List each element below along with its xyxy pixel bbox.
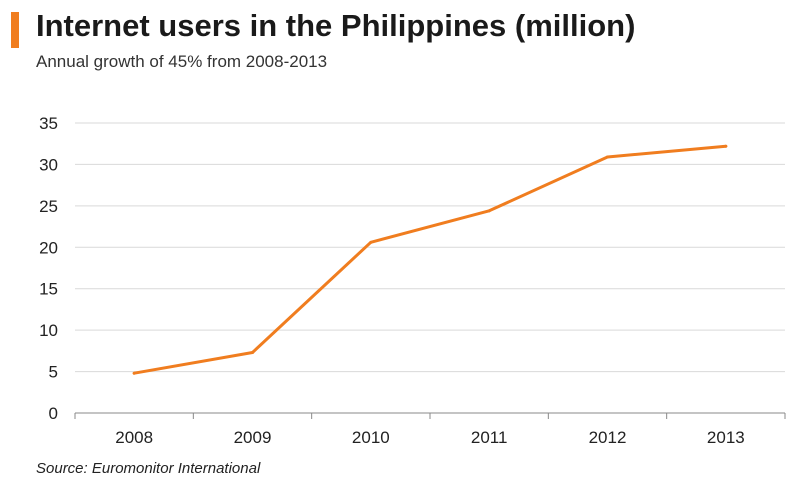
y-axis-ticks: 0 5 10 15 20 25 30 35 <box>39 114 58 423</box>
x-tick-label: 2009 <box>234 428 272 447</box>
chart-title: Internet users in the Philippines (milli… <box>36 8 636 43</box>
data-point-2012 <box>606 155 609 159</box>
data-point-2013 <box>724 144 728 148</box>
x-axis <box>74 412 786 419</box>
y-tick-label: 25 <box>39 197 58 216</box>
data-points <box>132 144 728 375</box>
x-tick-label: 2011 <box>471 428 508 447</box>
y-tick-label: 10 <box>39 321 58 340</box>
x-axis-ticks: 2008 2009 2010 2011 2012 2013 <box>115 428 744 447</box>
series-line <box>132 144 728 375</box>
source-note: Source: Euromonitor International <box>36 460 261 477</box>
x-tick-label: 2012 <box>589 428 627 447</box>
y-tick-label: 20 <box>39 238 58 257</box>
data-point-2011 <box>487 209 491 213</box>
gridlines <box>75 122 785 373</box>
y-tick-label: 30 <box>39 155 58 174</box>
data-point-2008 <box>132 371 136 375</box>
y-tick-label: 5 <box>49 363 58 382</box>
y-tick-label: 0 <box>49 404 58 423</box>
y-tick-label: 35 <box>39 114 58 133</box>
data-point-2010 <box>369 240 373 244</box>
data-point-2009 <box>251 351 254 355</box>
x-tick-label: 2013 <box>707 428 745 447</box>
x-tick-label: 2010 <box>352 428 390 447</box>
title-accent-bar <box>11 12 19 48</box>
y-tick-label: 15 <box>39 280 58 299</box>
chart-subtitle: Annual growth of 45% from 2008-2013 <box>36 52 328 71</box>
x-tick-label: 2008 <box>115 428 153 447</box>
